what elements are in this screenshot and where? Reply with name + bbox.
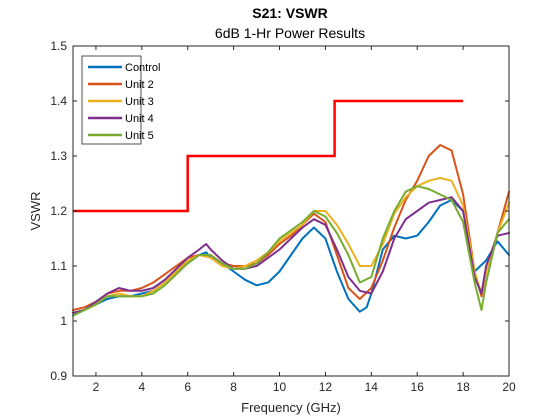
x-axis-ticks: 2 4 6 8 10 12 14 16 18 20 — [93, 46, 516, 394]
x-tick-label: 14 — [365, 380, 379, 394]
y-tick-label: 1.3 — [50, 149, 67, 163]
series-line-unit-2 — [72, 144, 510, 311]
series-line-unit-5 — [72, 185, 510, 317]
legend-label: Unit 2 — [125, 79, 154, 91]
x-tick-label: 20 — [502, 380, 516, 394]
limit-line — [73, 99, 464, 213]
x-tick-label: 2 — [93, 380, 100, 394]
y-tick-label: 1.4 — [50, 94, 67, 108]
legend-label: Control — [125, 62, 160, 74]
series-layer — [72, 144, 510, 317]
series-line-unit-3 — [72, 177, 510, 314]
legend-label: Unit 5 — [125, 130, 154, 142]
chart-title: S21: VSWR — [252, 5, 327, 21]
x-tick-label: 10 — [273, 380, 287, 394]
series-line-unit-4 — [72, 196, 510, 314]
x-tick-label: 6 — [184, 380, 191, 394]
legend: Control Unit 2 Unit 3 Unit 4 Unit 5 — [81, 55, 160, 145]
y-tick-label: 1.2 — [50, 204, 67, 218]
y-tick-label: 1.5 — [50, 39, 67, 53]
x-tick-label: 12 — [319, 380, 333, 394]
y-tick-label: 0.9 — [50, 369, 67, 383]
chart-subtitle: 6dB 1-Hr Power Results — [215, 25, 365, 41]
y-tick-label: 1.1 — [50, 259, 67, 273]
limit-layer — [73, 99, 464, 213]
y-axis-label: VSWR — [28, 192, 43, 231]
x-tick-label: 18 — [456, 380, 470, 394]
x-axis-label: Frequency (GHz) — [241, 400, 341, 415]
x-tick-label: 16 — [411, 380, 425, 394]
x-tick-label: 4 — [138, 380, 145, 394]
y-tick-label: 1 — [60, 314, 67, 328]
y-axis-ticks: 0.9 1 1.1 1.2 1.3 1.4 1.5 — [50, 39, 509, 383]
legend-label: Unit 4 — [125, 113, 154, 125]
legend-label: Unit 3 — [125, 96, 154, 108]
x-tick-label: 8 — [230, 380, 237, 394]
